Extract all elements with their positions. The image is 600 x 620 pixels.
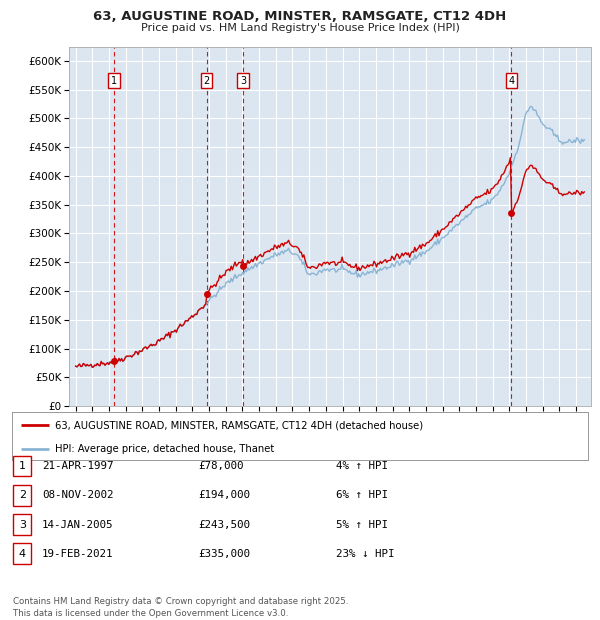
Text: 3: 3 [19, 520, 26, 529]
Text: 63, AUGUSTINE ROAD, MINSTER, RAMSGATE, CT12 4DH (detached house): 63, AUGUSTINE ROAD, MINSTER, RAMSGATE, C… [55, 420, 424, 430]
Text: 14-JAN-2005: 14-JAN-2005 [42, 520, 113, 529]
Text: 4% ↑ HPI: 4% ↑ HPI [336, 461, 388, 471]
Text: £335,000: £335,000 [198, 549, 250, 559]
Text: 1: 1 [111, 76, 117, 86]
Text: Price paid vs. HM Land Registry's House Price Index (HPI): Price paid vs. HM Land Registry's House … [140, 23, 460, 33]
Text: 6% ↑ HPI: 6% ↑ HPI [336, 490, 388, 500]
Text: 08-NOV-2002: 08-NOV-2002 [42, 490, 113, 500]
Text: £194,000: £194,000 [198, 490, 250, 500]
Text: 4: 4 [508, 76, 515, 86]
Text: 63, AUGUSTINE ROAD, MINSTER, RAMSGATE, CT12 4DH: 63, AUGUSTINE ROAD, MINSTER, RAMSGATE, C… [94, 10, 506, 23]
Text: 3: 3 [240, 76, 246, 86]
Text: Contains HM Land Registry data © Crown copyright and database right 2025.
This d: Contains HM Land Registry data © Crown c… [13, 596, 349, 618]
Text: 4: 4 [19, 549, 26, 559]
Text: 21-APR-1997: 21-APR-1997 [42, 461, 113, 471]
Text: 5% ↑ HPI: 5% ↑ HPI [336, 520, 388, 529]
Text: 2: 2 [203, 76, 210, 86]
Text: 1: 1 [19, 461, 26, 471]
Text: 23% ↓ HPI: 23% ↓ HPI [336, 549, 395, 559]
Text: HPI: Average price, detached house, Thanet: HPI: Average price, detached house, Than… [55, 445, 274, 454]
Text: £243,500: £243,500 [198, 520, 250, 529]
Text: 19-FEB-2021: 19-FEB-2021 [42, 549, 113, 559]
Text: 2: 2 [19, 490, 26, 500]
Text: £78,000: £78,000 [198, 461, 244, 471]
